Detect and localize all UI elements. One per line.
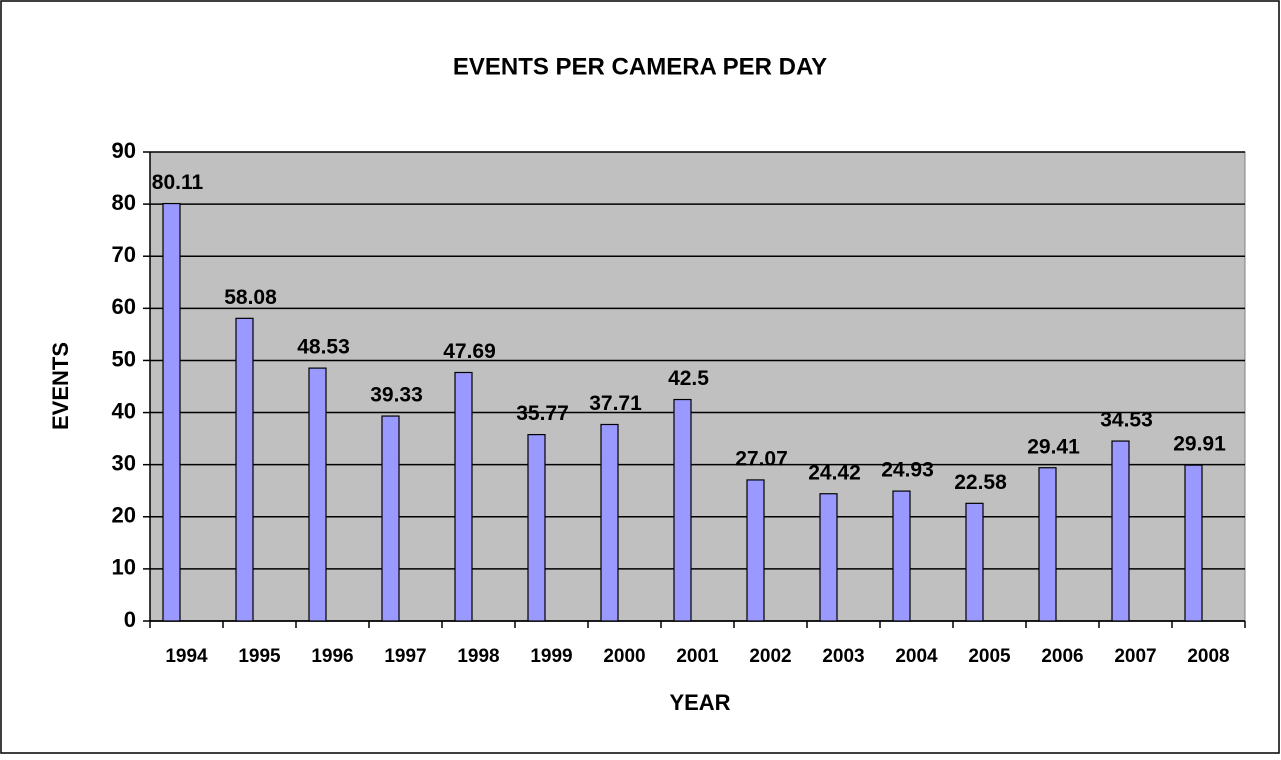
data-label: 34.53 (1100, 409, 1153, 432)
x-tick-label: 2000 (603, 646, 645, 667)
x-tick-label: 2004 (895, 646, 938, 667)
data-label: 37.71 (589, 392, 642, 415)
data-label: 27.07 (735, 447, 788, 470)
plot-area (149, 151, 1246, 622)
data-label: 29.41 (1027, 435, 1080, 458)
bar (527, 433, 546, 622)
data-label: 42.5 (668, 367, 709, 390)
x-tick-label: 1997 (384, 646, 426, 667)
x-tick-label: 2008 (1187, 646, 1229, 667)
bar (673, 398, 692, 622)
x-tick-label: 2002 (749, 646, 791, 667)
bar (819, 493, 838, 622)
x-tick-label: 2003 (822, 646, 864, 667)
chart-title: EVENTS PER CAMERA PER DAY (453, 53, 827, 80)
data-label: 58.08 (224, 286, 277, 309)
x-tick-label: 1995 (238, 646, 281, 667)
data-label: 24.42 (808, 461, 861, 484)
y-tick-label: 80 (112, 190, 136, 215)
data-label: 35.77 (516, 402, 569, 425)
bar (892, 490, 911, 622)
bar (965, 502, 984, 622)
data-label: 80.11 (152, 171, 204, 194)
y-tick-label: 90 (112, 138, 136, 163)
bar (308, 367, 327, 622)
y-tick-label: 50 (112, 346, 136, 371)
data-label: 29.91 (1173, 433, 1226, 456)
bar (1184, 464, 1203, 622)
x-axis-label: YEAR (669, 690, 730, 715)
x-tick-label: 2001 (676, 646, 719, 667)
data-label: 47.69 (443, 340, 496, 363)
x-tick-label: 2006 (1041, 646, 1083, 667)
data-label: 48.53 (297, 336, 350, 359)
y-tick-label: 60 (112, 294, 136, 319)
y-tick-label: 10 (112, 555, 136, 580)
x-tick-label: 1999 (530, 646, 572, 667)
x-tick-label: 2007 (1114, 646, 1156, 667)
bar (1111, 440, 1130, 622)
bar (381, 415, 400, 622)
bar (454, 371, 473, 622)
x-tick-label: 1996 (311, 646, 353, 667)
y-tick-label: 0 (124, 607, 136, 632)
data-label: 24.93 (881, 459, 934, 482)
y-tick-label: 70 (112, 242, 136, 267)
bar (746, 479, 765, 622)
data-label: 22.58 (954, 471, 1007, 494)
y-tick-label: 40 (112, 398, 136, 423)
y-axis-label: EVENTS (48, 342, 73, 430)
x-tick-label: 2005 (968, 646, 1011, 667)
y-tick-label: 20 (112, 503, 136, 528)
x-tick-label: 1998 (457, 646, 499, 667)
bar (162, 202, 181, 622)
data-label: 39.33 (370, 384, 423, 407)
bar (1038, 467, 1057, 622)
y-tick-label: 30 (112, 450, 136, 475)
x-tick-label: 1994 (165, 646, 208, 667)
bar (600, 423, 619, 622)
bar (235, 317, 254, 622)
